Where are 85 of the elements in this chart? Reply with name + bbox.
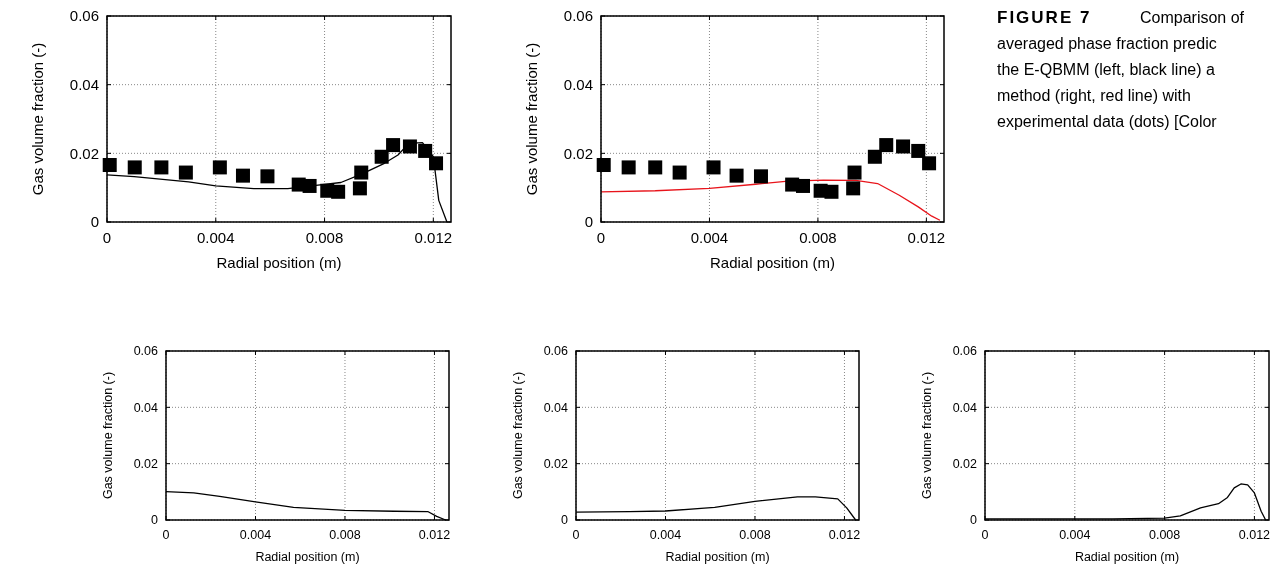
y-tick-label: 0.06	[133, 344, 159, 359]
x-axis-title: Radial position (m)	[216, 254, 342, 271]
text: FIGURE 7	[997, 8, 1092, 27]
point	[621, 160, 636, 175]
point	[386, 138, 401, 153]
point	[672, 165, 687, 180]
point	[896, 139, 911, 154]
y-axis-title: Gas volume fraction (-)	[511, 371, 526, 500]
point	[879, 138, 894, 153]
x-tick-label: 0.012	[907, 229, 946, 246]
point	[847, 165, 862, 180]
point	[418, 143, 433, 158]
y-tick-label: 0.06	[563, 7, 593, 25]
point	[753, 169, 768, 184]
point	[302, 178, 317, 193]
point	[796, 178, 810, 193]
y-tick-label: 0.04	[563, 75, 593, 93]
y-tick-label: 0	[584, 213, 593, 231]
x-tick-label: 0	[102, 229, 112, 246]
x-axis-title: Radial position (m)	[255, 550, 360, 564]
text: averaged phase fraction predic	[997, 35, 1217, 52]
x-tick-label: 0.008	[305, 229, 344, 246]
x-tick-label: 0.008	[799, 229, 837, 246]
y-tick-label: 0.02	[133, 457, 159, 472]
y-tick-label: 0	[151, 513, 159, 528]
y-tick-label: 0	[90, 213, 99, 231]
y-axis-title: Gas volume fraction (-)	[920, 371, 935, 500]
point	[154, 160, 169, 175]
text: the E-QBMM (left, black line) a	[997, 61, 1215, 78]
y-tick-label: 0.02	[952, 457, 978, 472]
y-tick-label: 0.06	[543, 344, 569, 359]
point	[824, 184, 839, 199]
x-tick-label: 0.012	[1238, 527, 1271, 542]
y-tick-label: 0	[561, 513, 569, 528]
point	[235, 168, 250, 183]
point	[846, 181, 861, 196]
y-tick-label: 0.04	[543, 400, 569, 415]
point	[867, 149, 882, 164]
x-tick-label: 0.008	[1148, 527, 1181, 542]
point	[374, 149, 389, 164]
x-tick-label: 0.012	[414, 229, 453, 246]
x-tick-label: 0.008	[739, 527, 771, 542]
y-tick-label: 0	[970, 513, 978, 528]
point	[352, 181, 367, 196]
point	[354, 165, 369, 180]
point	[212, 160, 227, 175]
y-tick-label: 0.04	[952, 400, 978, 415]
x-axis-title: Radial position (m)	[709, 254, 836, 271]
x-tick-label: 0.004	[649, 527, 682, 542]
x-tick-label: 0	[981, 527, 989, 542]
text: method (right, red line) with	[997, 87, 1191, 104]
x-tick-label: 0.008	[329, 527, 361, 542]
y-axis-title: Gas volume fraction (-)	[101, 371, 116, 500]
point	[178, 165, 193, 180]
y-tick-label: 0.02	[563, 144, 593, 162]
point	[260, 169, 275, 184]
point	[429, 156, 444, 171]
x-tick-label: 0.004	[690, 229, 729, 246]
y-tick-label: 0.02	[543, 457, 569, 472]
x-tick-label: 0.012	[418, 527, 451, 542]
y-tick-label: 0.04	[69, 75, 99, 93]
x-tick-label: 0.012	[828, 527, 861, 542]
x-axis-title: Radial position (m)	[1074, 550, 1180, 564]
point	[127, 160, 142, 175]
text: Comparison of	[1140, 9, 1245, 26]
point	[706, 160, 721, 175]
x-tick-label: 0.004	[197, 229, 235, 246]
point	[911, 143, 926, 158]
x-axis-title: Radial position (m)	[665, 550, 770, 564]
y-axis-title: Gas volume fraction (-)	[28, 42, 46, 196]
text: experimental data (dots) [Color	[997, 113, 1218, 130]
y-tick-label: 0.04	[133, 400, 159, 415]
y-tick-label: 0.06	[952, 344, 978, 359]
point	[402, 139, 417, 154]
x-tick-label: 0	[596, 229, 606, 246]
x-tick-label: 0.004	[239, 527, 272, 542]
x-tick-label: 0	[162, 527, 170, 542]
point	[331, 184, 346, 199]
point	[922, 156, 937, 171]
x-tick-label: 0.004	[1059, 527, 1091, 542]
y-axis-title: Gas volume fraction (-)	[522, 42, 540, 196]
y-tick-label: 0.06	[69, 7, 99, 25]
y-tick-label: 0.02	[69, 144, 99, 162]
point	[648, 160, 663, 175]
point	[729, 168, 744, 183]
